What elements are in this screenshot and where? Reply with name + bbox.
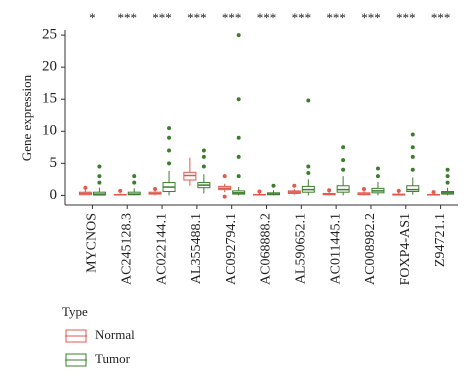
outlier — [167, 161, 172, 166]
x-tick-label: FOXP4-AS1 — [398, 213, 413, 285]
outlier — [132, 174, 137, 179]
outlier — [410, 132, 415, 137]
outlier — [167, 148, 172, 153]
x-tick-label: AC022144.1 — [154, 213, 169, 285]
outlier — [445, 180, 450, 185]
legend-label: Normal — [95, 327, 135, 342]
outlier — [236, 97, 241, 102]
outlier — [375, 166, 380, 171]
outlier — [236, 135, 241, 140]
x-tick-label: AC092794.1 — [224, 213, 239, 285]
significance-label: *** — [257, 10, 277, 25]
significance-label: *** — [117, 10, 137, 25]
legend-label: Tumor — [95, 351, 131, 366]
y-tick-label: 25 — [42, 27, 57, 43]
outlier — [306, 164, 311, 169]
outlier — [306, 170, 311, 175]
outlier — [292, 183, 297, 188]
outlier — [410, 167, 415, 172]
significance-label: *** — [222, 10, 242, 25]
outlier — [167, 135, 172, 140]
outlier — [236, 154, 241, 159]
significance-label: * — [89, 10, 96, 25]
outlier — [97, 174, 102, 179]
outlier — [222, 174, 227, 179]
outlier — [271, 183, 276, 188]
outlier — [361, 186, 366, 191]
outlier — [445, 174, 450, 179]
outlier — [341, 167, 346, 172]
outlier — [132, 180, 137, 185]
outlier — [396, 188, 401, 193]
y-axis-label: Gene expression — [19, 74, 34, 161]
y-tick-label: 20 — [42, 59, 57, 75]
x-tick-label: AL355488.1 — [189, 213, 204, 284]
outlier — [201, 148, 206, 153]
outlier — [153, 186, 158, 191]
outlier — [445, 167, 450, 172]
significance-label: *** — [431, 10, 451, 25]
outlier — [341, 158, 346, 163]
significance-label: *** — [152, 10, 172, 25]
outlier — [410, 145, 415, 150]
outlier — [236, 33, 241, 38]
x-tick-label: AC008982.2 — [363, 213, 378, 285]
legend-title: Type — [62, 304, 88, 319]
x-tick-label: Z94721.1 — [433, 213, 448, 267]
outlier — [341, 145, 346, 150]
box — [406, 185, 420, 193]
outlier — [222, 194, 227, 199]
outlier — [306, 98, 311, 103]
outlier — [236, 174, 241, 179]
outlier — [431, 190, 436, 195]
outlier — [167, 126, 172, 131]
significance-label: *** — [292, 10, 312, 25]
x-tick-label: AC068888.2 — [259, 213, 274, 285]
outlier — [201, 154, 206, 159]
outlier — [201, 164, 206, 169]
x-tick-label: MYCNOS — [85, 213, 100, 273]
outlier — [97, 180, 102, 185]
outlier — [97, 164, 102, 169]
outlier — [83, 185, 88, 190]
x-tick-label: AC011445.1 — [328, 213, 343, 284]
outlier — [327, 188, 332, 193]
y-tick-label: 5 — [50, 155, 58, 171]
x-tick-label: AL590652.1 — [294, 213, 309, 284]
outlier — [410, 154, 415, 159]
outlier — [375, 174, 380, 179]
y-tick-label: 10 — [42, 123, 57, 139]
significance-label: *** — [361, 10, 381, 25]
y-tick-label: 15 — [42, 91, 57, 107]
outlier — [118, 188, 123, 193]
outlier — [257, 189, 262, 194]
significance-label: *** — [187, 10, 207, 25]
y-tick-label: 0 — [50, 187, 58, 203]
x-tick-label: AC245128.3 — [119, 213, 134, 285]
significance-label: *** — [326, 10, 346, 25]
significance-label: *** — [396, 10, 416, 25]
